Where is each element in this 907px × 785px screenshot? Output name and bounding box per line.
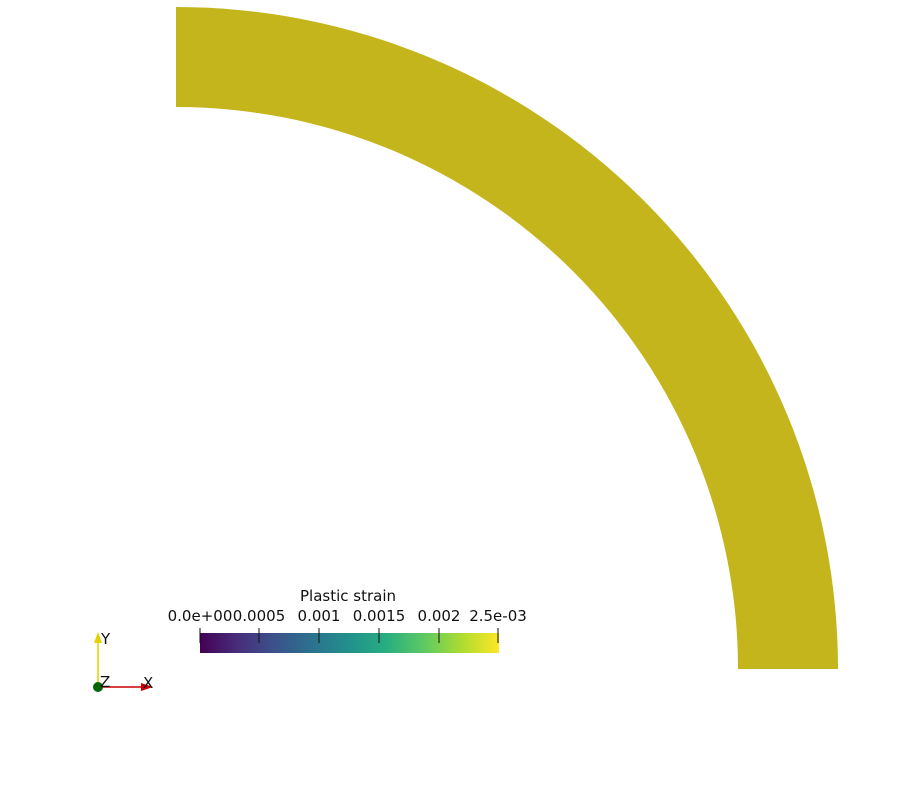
colorbar-tick-label: 0.0e+00 — [167, 607, 233, 625]
colorbar-tick-label: 0.0015 — [352, 607, 406, 625]
colorbar-gradient — [200, 633, 499, 653]
colorbar-tick-label: 2.5e-03 — [469, 607, 527, 625]
quarter-ring-mesh — [176, 7, 838, 669]
colorbar-tick-label: 0.002 — [417, 607, 461, 625]
z-axis-dot-icon — [93, 682, 103, 692]
y-axis-label: Y — [101, 630, 111, 648]
colorbar-ticks — [199, 628, 499, 643]
colorbar-title: Plastic strain — [299, 587, 396, 605]
orientation-axes — [93, 632, 153, 692]
colorbar-tick-label: 0.001 — [297, 607, 341, 625]
colorbar — [199, 628, 499, 653]
colorbar-tick-label: 0.0005 — [232, 607, 286, 625]
x-axis-arrow-icon — [141, 683, 153, 691]
y-axis-arrow-icon — [94, 632, 102, 643]
z-axis-label: Z — [100, 673, 111, 691]
x-axis-label: X — [143, 674, 154, 692]
